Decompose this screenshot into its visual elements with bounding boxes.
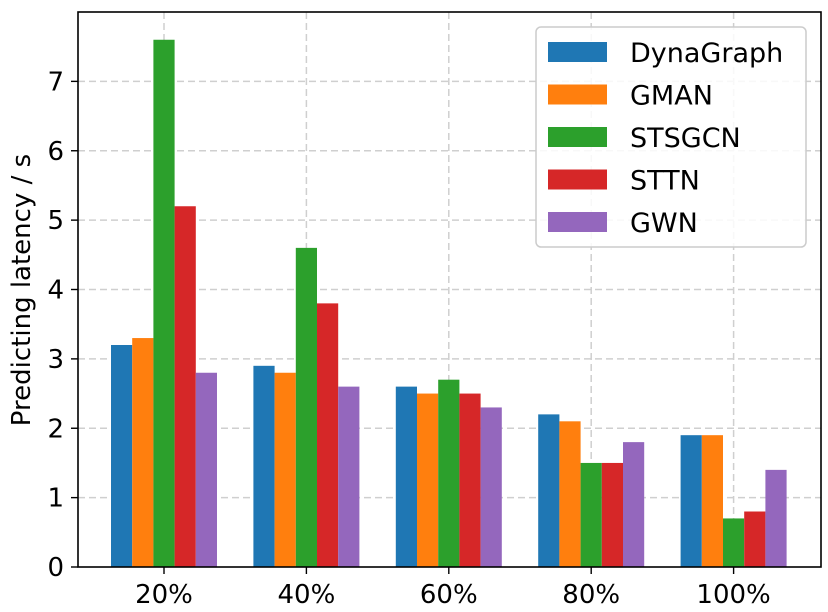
legend-label-dynagraph: DynaGraph	[630, 38, 783, 69]
bars	[111, 39, 787, 567]
y-tick-label: 5	[47, 206, 64, 236]
y-tick-label: 6	[47, 137, 64, 167]
bar-sttn-20pct	[174, 206, 196, 567]
x-tick-label: 100%	[696, 580, 770, 610]
legend-swatch-sttn	[548, 169, 607, 190]
bar-sttn-60pct	[459, 393, 481, 567]
bar-dynagraph-100pct	[680, 435, 702, 567]
bar-stsgcn-20pct	[153, 39, 175, 567]
legend-label-gwn: GWN	[630, 208, 698, 239]
bar-gman-40pct	[274, 372, 296, 567]
y-axis-label: Predicting latency / s	[7, 154, 37, 426]
legend-swatch-gman	[548, 84, 607, 105]
bar-stsgcn-40pct	[295, 247, 317, 567]
legend-swatch-gwn	[548, 212, 607, 232]
y-tick-label: 3	[47, 345, 64, 375]
bar-gwn-20pct	[195, 372, 217, 567]
bar-dynagraph-40pct	[253, 365, 275, 567]
axis-ticks: 0 1 2 3 4 5 6 7 20% 40% 60% 80% 100%	[47, 67, 770, 610]
bar-dynagraph-20pct	[111, 345, 133, 567]
bar-dynagraph-60pct	[395, 386, 417, 567]
bar-gman-80pct	[559, 421, 581, 567]
y-tick-label: 1	[47, 484, 64, 514]
x-tick-label: 20%	[135, 580, 193, 610]
y-tick-label: 4	[47, 276, 64, 306]
legend-label-stsgcn: STSGCN	[630, 123, 741, 154]
y-tick-label: 7	[47, 67, 64, 97]
bar-gwn-40pct	[338, 386, 360, 567]
bar-dynagraph-80pct	[538, 414, 560, 567]
x-tick-label: 80%	[562, 580, 620, 610]
bar-gman-60pct	[417, 393, 439, 567]
bar-gwn-80pct	[623, 442, 645, 567]
legend-label-gman: GMAN	[630, 81, 713, 112]
bar-gman-20pct	[132, 338, 154, 567]
legend: DynaGraph GMAN STSGCN STTN GWN	[535, 26, 807, 248]
bar-sttn-100pct	[744, 511, 766, 567]
bar-sttn-80pct	[601, 462, 623, 567]
y-tick-label: 0	[47, 553, 64, 583]
x-tick-label: 60%	[420, 580, 478, 610]
legend-swatch-stsgcn	[548, 127, 607, 147]
legend-box	[535, 26, 807, 248]
x-tick-label: 40%	[278, 580, 336, 610]
bar-sttn-40pct	[317, 303, 339, 567]
y-tick-label: 2	[47, 414, 64, 444]
bar-gwn-60pct	[480, 407, 502, 567]
bar-stsgcn-100pct	[723, 518, 745, 567]
bar-gwn-100pct	[765, 469, 787, 567]
legend-swatch-dynagraph	[548, 42, 607, 62]
bar-gman-100pct	[701, 435, 723, 567]
legend-label-sttn: STTN	[630, 166, 700, 197]
bar-stsgcn-60pct	[438, 379, 460, 567]
bar-stsgcn-80pct	[580, 462, 602, 567]
